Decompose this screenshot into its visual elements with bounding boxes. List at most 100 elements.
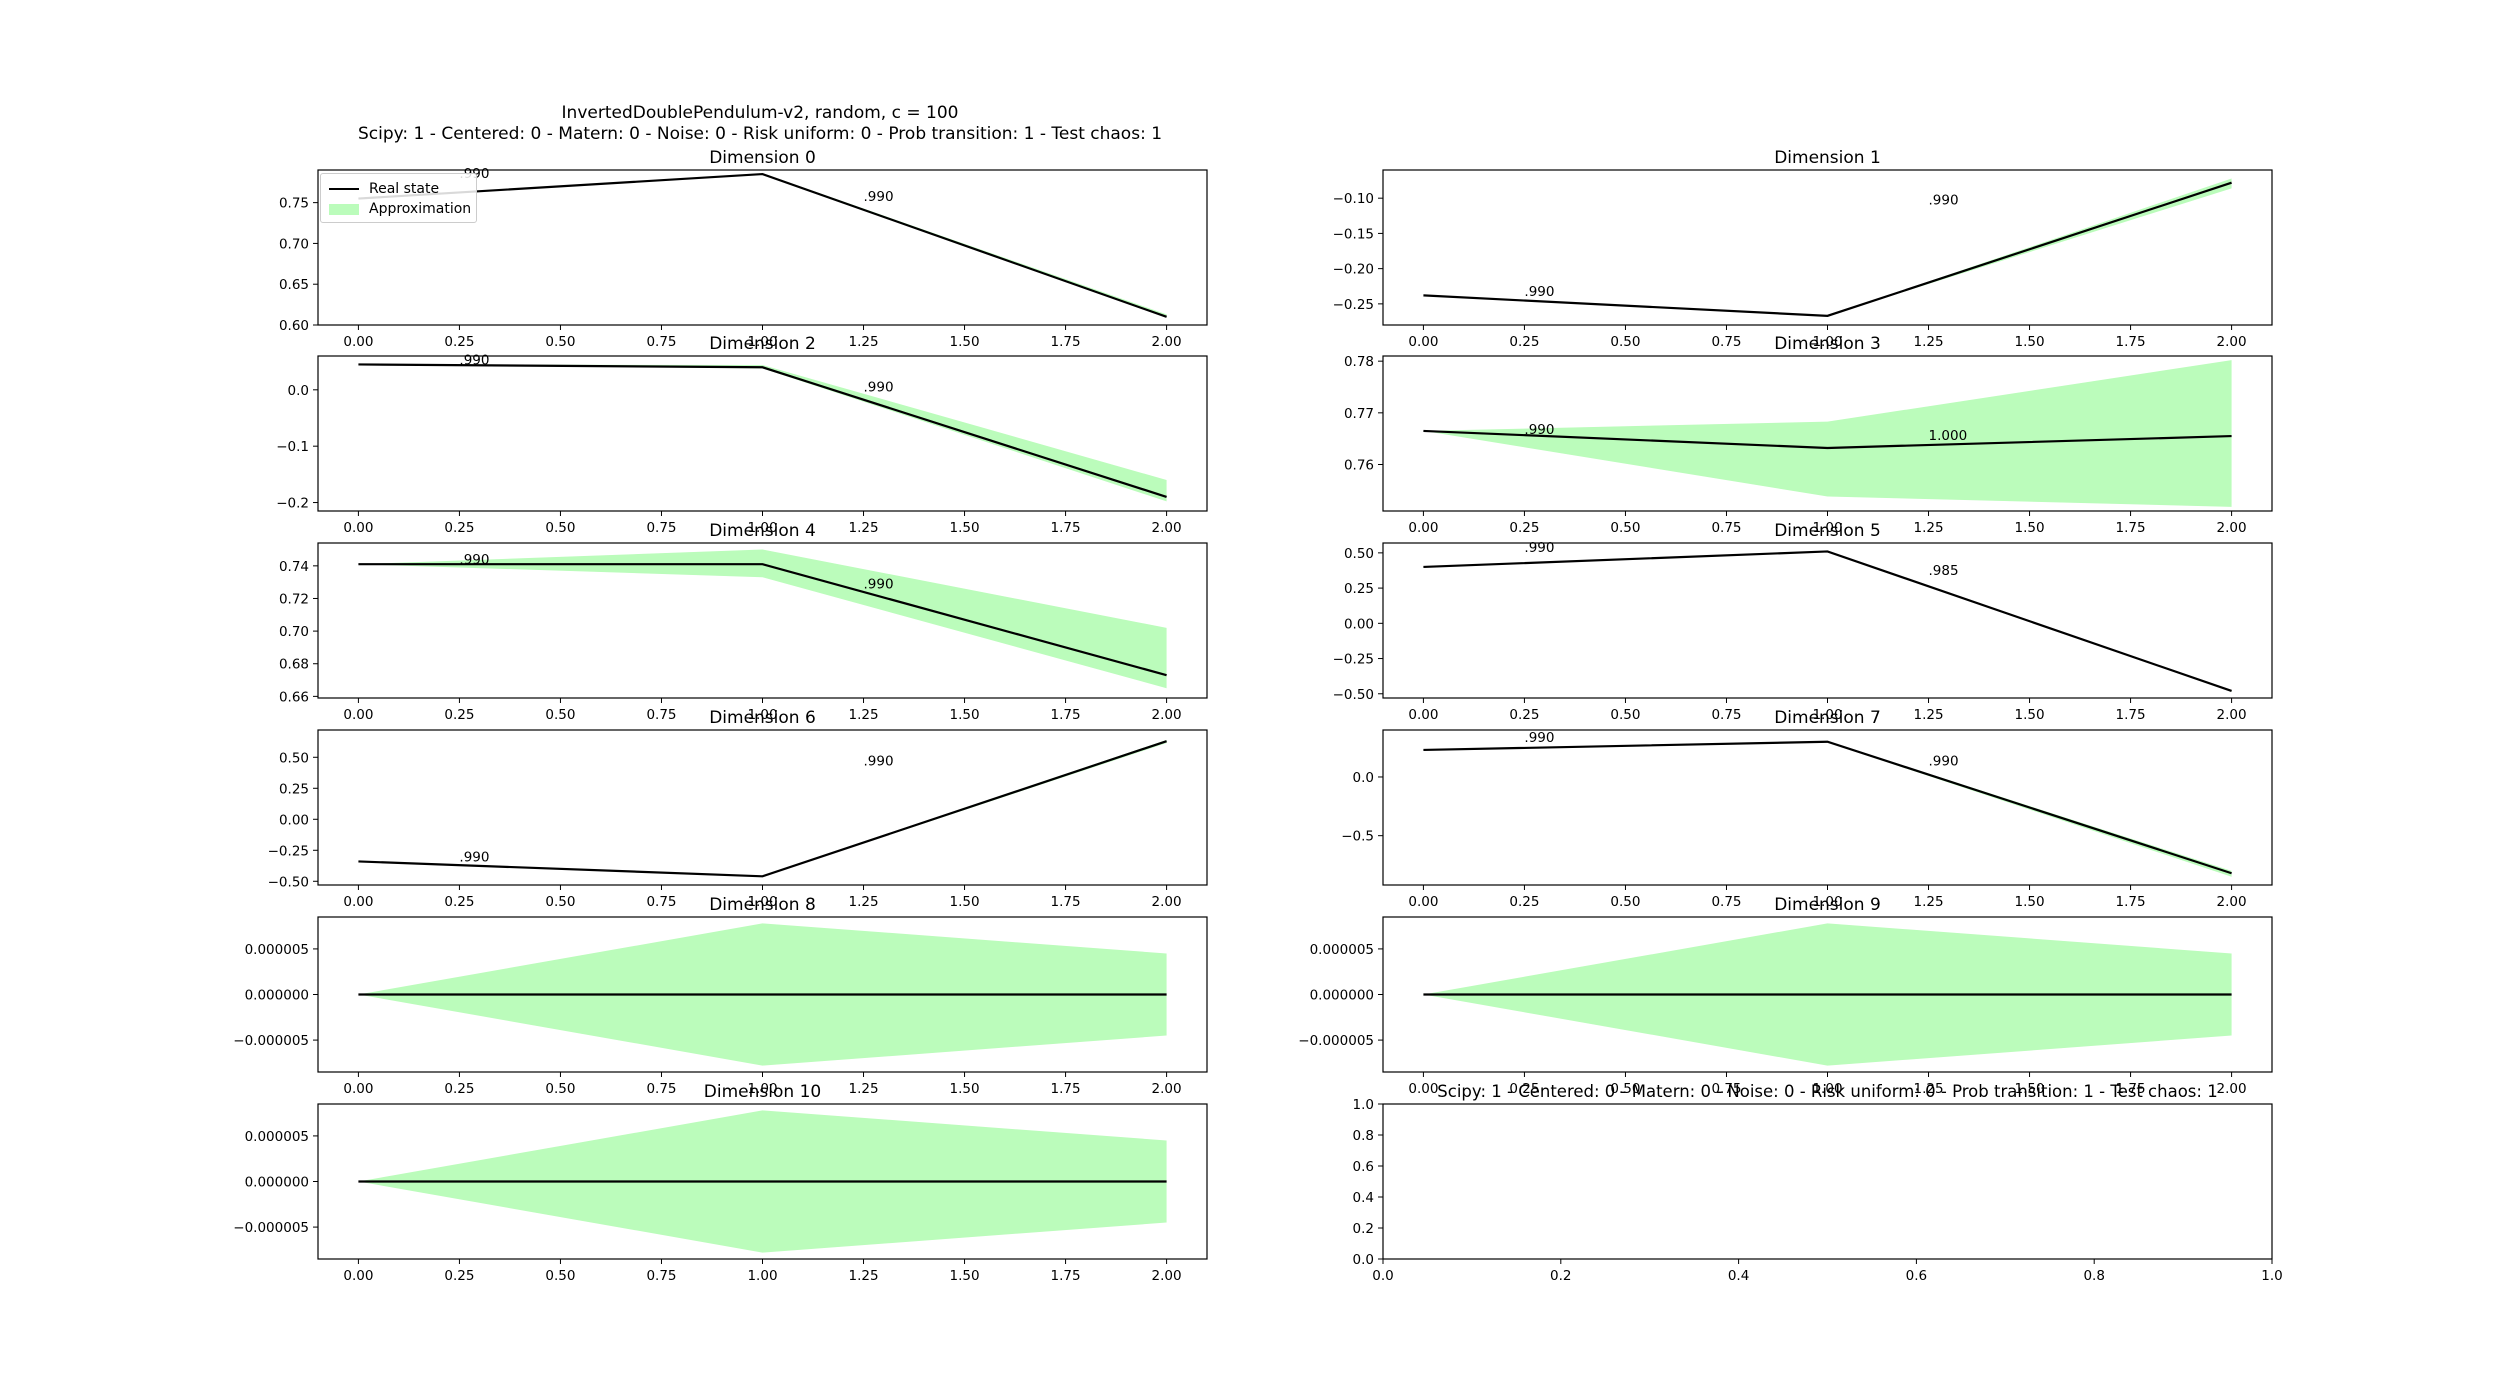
x-tick-label: 1.50 xyxy=(950,520,980,536)
x-tick-label: 1.25 xyxy=(848,1081,878,1097)
real-state-line xyxy=(1423,550,2232,692)
subplot-title: Dimension 7 xyxy=(1774,708,1881,728)
x-tick-label: 0.50 xyxy=(1610,707,1640,723)
y-tick-label: 0.74 xyxy=(279,559,309,575)
subplot-3: 0.00 0.25 0.50 0.75 1.00 1.25 1.50 1.75 2.00 0.76… xyxy=(1344,334,2273,536)
approximation-band xyxy=(1423,360,2232,507)
y-tick-label: 0.60 xyxy=(279,318,309,334)
x-tick-label: 0.0 xyxy=(1372,1268,1393,1284)
y-tick-label: 0.25 xyxy=(1344,581,1374,597)
x-tick-label: 2.00 xyxy=(1152,894,1182,910)
subplot-8: 0.00 0.25 0.50 0.75 1.00 1.25 1.50 1.75 2.00 −0.0… xyxy=(233,895,1208,1097)
x-tick-label: 1.50 xyxy=(2015,707,2045,723)
x-tick-label: 0.75 xyxy=(1711,520,1741,536)
subplot-11: 0.0 0.2 0.4 0.6 0.8 1.0 0.0 0.2 0.4 0.6 0.8 1.0 Scip… xyxy=(1353,1082,2283,1284)
y-tick-label: −0.000005 xyxy=(1298,1033,1374,1049)
x-tick-label: 0.25 xyxy=(1509,894,1539,910)
x-tick-label: 0.25 xyxy=(444,520,474,536)
y-tick-label: 0.00 xyxy=(1344,616,1374,632)
y-tick-label: 0.68 xyxy=(279,657,309,673)
legend: Real state Approximation xyxy=(320,173,477,223)
real-state-line xyxy=(1423,181,2232,317)
legend-fill-swatch xyxy=(329,203,359,215)
real-state-line xyxy=(358,740,1167,878)
x-tick-label: 2.00 xyxy=(1152,520,1182,536)
x-tick-label: 1.00 xyxy=(747,1081,777,1097)
x-tick-label: 1.25 xyxy=(848,894,878,910)
y-tick-label: 0.000005 xyxy=(1310,942,1374,958)
x-tick-label: 1.00 xyxy=(1812,334,1842,350)
x-tick-label: 1.75 xyxy=(2116,520,2146,536)
x-tick-label: 1.25 xyxy=(848,707,878,723)
x-tick-label: 0.50 xyxy=(545,894,575,910)
x-tick-label: 1.50 xyxy=(950,1081,980,1097)
legend-label-real-state: Real state xyxy=(369,181,440,197)
y-tick-label: 0.75 xyxy=(279,196,309,212)
x-tick-label: 0.8 xyxy=(2083,1268,2104,1284)
y-tick-label: 0.000000 xyxy=(245,1175,309,1191)
x-tick-label: 1.75 xyxy=(2116,894,2146,910)
x-tick-label: 1.25 xyxy=(848,520,878,536)
x-tick-label: 1.50 xyxy=(2015,1081,2045,1097)
legend-item-approximation: Approximation xyxy=(329,200,471,218)
x-tick-label: 0.4 xyxy=(1728,1268,1749,1284)
x-tick-label: 0.25 xyxy=(1509,1081,1539,1097)
x-tick-label: 2.00 xyxy=(2217,520,2247,536)
annotation-label: 1.000 xyxy=(1929,428,1968,444)
x-tick-label: 2.00 xyxy=(1152,1081,1182,1097)
legend-item-real-state: Real state xyxy=(329,180,439,198)
annotation-label: .990 xyxy=(1929,192,1959,208)
x-tick-label: 0.50 xyxy=(1610,1081,1640,1097)
y-tick-label: −0.50 xyxy=(1333,687,1374,703)
x-tick-label: 2.00 xyxy=(1152,707,1182,723)
subplot-title: Dimension 4 xyxy=(709,521,816,541)
y-tick-label: 0.50 xyxy=(279,750,309,766)
y-tick-label: 0.50 xyxy=(1344,546,1374,562)
y-tick-label: 0.0 xyxy=(1353,1252,1374,1268)
x-tick-label: 0.25 xyxy=(444,334,474,350)
x-tick-label: 0.25 xyxy=(1509,334,1539,350)
x-tick-label: 1.00 xyxy=(1812,894,1842,910)
annotation-label: .990 xyxy=(1524,730,1554,746)
axes-frame xyxy=(1382,1103,2273,1260)
x-tick-label: 1.00 xyxy=(1812,1081,1842,1097)
y-tick-label: 0.8 xyxy=(1353,1128,1374,1144)
x-tick-label: 2.00 xyxy=(2217,1081,2247,1097)
approximation-band xyxy=(358,549,1167,689)
real-state-line xyxy=(358,563,1167,677)
annotation-label: .990 xyxy=(1929,754,1959,770)
subplot-4: 0.00 0.25 0.50 0.75 1.00 1.25 1.50 1.75 2.00 0.66… xyxy=(279,521,1208,723)
x-tick-label: 0.00 xyxy=(1408,707,1438,723)
x-tick-label: 2.00 xyxy=(1152,334,1182,350)
x-tick-label: 1.75 xyxy=(1051,1268,1081,1284)
annotation-label: .990 xyxy=(1524,540,1554,556)
annotation-label: .990 xyxy=(1524,422,1554,438)
x-tick-label: 0.75 xyxy=(646,1081,676,1097)
real-state-line xyxy=(1423,429,2232,450)
x-tick-label: 0.00 xyxy=(1408,520,1438,536)
subplot-title: Dimension 3 xyxy=(1774,334,1881,354)
x-tick-label: 0.75 xyxy=(646,894,676,910)
x-tick-label: 0.75 xyxy=(646,707,676,723)
x-tick-label: 1.25 xyxy=(1913,894,1943,910)
annotation-label: .990 xyxy=(459,850,489,866)
x-tick-label: 0.50 xyxy=(1610,334,1640,350)
x-tick-label: 0.75 xyxy=(646,1268,676,1284)
x-tick-label: 0.00 xyxy=(343,894,373,910)
x-tick-label: 1.25 xyxy=(1913,1081,1943,1097)
subplot-1: 0.00 0.25 0.50 0.75 1.00 1.25 1.50 1.75 2.00 −0.2… xyxy=(1333,148,2273,350)
y-tick-label: 0.000005 xyxy=(245,1129,309,1145)
axes-frame xyxy=(1382,169,2273,326)
x-tick-label: 2.00 xyxy=(2217,334,2247,350)
y-tick-label: 0.65 xyxy=(279,277,309,293)
x-tick-label: 1.75 xyxy=(1051,894,1081,910)
x-tick-label: 1.50 xyxy=(950,1268,980,1284)
y-tick-label: −0.20 xyxy=(1333,262,1374,278)
annotation-label: .990 xyxy=(459,552,489,568)
x-tick-label: 0.25 xyxy=(444,894,474,910)
x-tick-label: 0.50 xyxy=(545,1268,575,1284)
x-tick-label: 1.75 xyxy=(2116,334,2146,350)
x-tick-label: 1.25 xyxy=(848,334,878,350)
x-tick-label: 1.50 xyxy=(950,707,980,723)
y-tick-label: 0.70 xyxy=(279,236,309,252)
